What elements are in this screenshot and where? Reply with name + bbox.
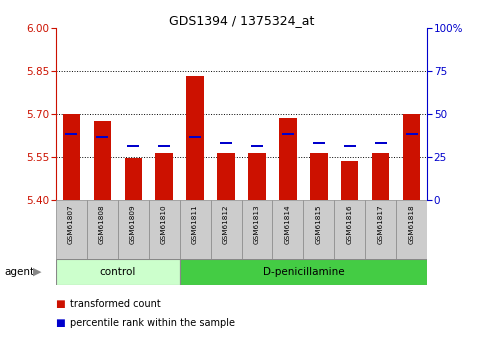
Text: GSM61812: GSM61812: [223, 205, 229, 244]
Bar: [220, 142, 232, 144]
Bar: [157, 145, 170, 147]
Bar: [341, 161, 358, 200]
Bar: [313, 142, 326, 144]
Bar: [189, 136, 201, 138]
Text: percentile rank within the sample: percentile rank within the sample: [70, 318, 235, 327]
Bar: [372, 152, 389, 200]
Bar: [251, 145, 263, 147]
Bar: [303, 200, 334, 259]
Bar: [62, 114, 80, 200]
Text: control: control: [99, 267, 136, 277]
Text: transformed count: transformed count: [70, 299, 161, 308]
Text: GSM61809: GSM61809: [130, 205, 136, 244]
Bar: [65, 133, 77, 135]
Bar: [186, 77, 203, 200]
Bar: [56, 259, 180, 285]
Text: D-penicillamine: D-penicillamine: [263, 267, 344, 277]
Text: ▶: ▶: [33, 267, 42, 277]
Text: ■: ■: [56, 318, 65, 327]
Bar: [397, 200, 427, 259]
Bar: [149, 200, 180, 259]
Text: GSM61817: GSM61817: [378, 205, 384, 244]
Bar: [366, 200, 397, 259]
Bar: [272, 200, 303, 259]
Bar: [311, 152, 327, 200]
Bar: [127, 145, 140, 147]
Text: GSM61816: GSM61816: [347, 205, 353, 244]
Text: GSM61818: GSM61818: [409, 205, 415, 244]
Bar: [94, 121, 111, 200]
Bar: [334, 200, 366, 259]
Bar: [96, 136, 108, 138]
Text: GDS1394 / 1375324_at: GDS1394 / 1375324_at: [169, 14, 314, 27]
Bar: [248, 152, 266, 200]
Bar: [56, 200, 86, 259]
Text: GSM61813: GSM61813: [254, 205, 260, 244]
Bar: [86, 200, 117, 259]
Bar: [211, 200, 242, 259]
Text: GSM61808: GSM61808: [99, 205, 105, 244]
Text: GSM61807: GSM61807: [68, 205, 74, 244]
Text: GSM61814: GSM61814: [285, 205, 291, 244]
Bar: [242, 200, 272, 259]
Bar: [280, 118, 297, 200]
Bar: [180, 200, 211, 259]
Bar: [403, 114, 421, 200]
Bar: [125, 158, 142, 200]
Bar: [406, 133, 418, 135]
Bar: [117, 200, 149, 259]
Bar: [375, 142, 387, 144]
Text: GSM61815: GSM61815: [316, 205, 322, 244]
Text: GSM61810: GSM61810: [161, 205, 167, 244]
Text: ■: ■: [56, 299, 65, 308]
Bar: [343, 145, 356, 147]
Bar: [156, 152, 172, 200]
Bar: [180, 259, 427, 285]
Text: GSM61811: GSM61811: [192, 205, 198, 244]
Bar: [217, 152, 235, 200]
Bar: [282, 133, 294, 135]
Text: agent: agent: [5, 267, 35, 277]
